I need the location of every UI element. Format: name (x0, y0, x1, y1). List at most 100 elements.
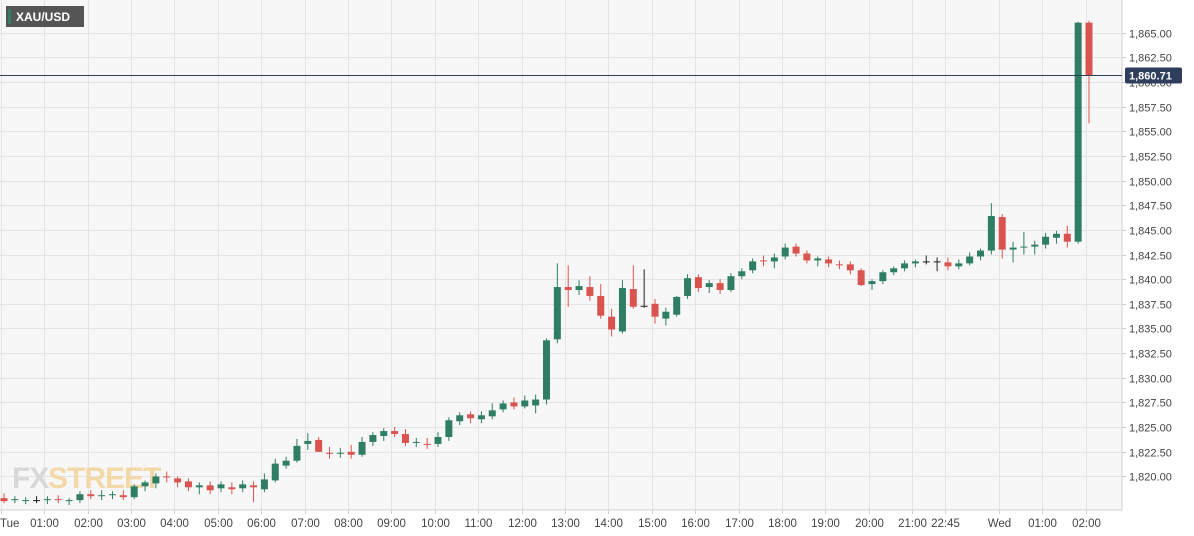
candle[interactable] (477, 411, 485, 424)
candle[interactable] (608, 308, 616, 337)
candle[interactable] (358, 437, 366, 457)
candle[interactable] (1085, 20, 1093, 124)
candle[interactable] (901, 260, 909, 272)
candle[interactable] (966, 252, 974, 266)
candle[interactable] (662, 307, 670, 326)
candle[interactable] (206, 481, 214, 495)
candle[interactable] (22, 497, 30, 505)
candle[interactable] (933, 257, 941, 272)
candle[interactable] (738, 268, 746, 280)
candle[interactable] (282, 456, 290, 469)
candle[interactable] (532, 394, 540, 414)
candle[interactable] (694, 274, 702, 292)
candle[interactable] (716, 279, 724, 294)
candle[interactable] (803, 250, 811, 264)
candle[interactable] (11, 496, 19, 504)
candle[interactable] (315, 437, 323, 452)
candle[interactable] (412, 437, 420, 447)
candle[interactable] (1074, 21, 1082, 244)
candle[interactable] (184, 478, 192, 492)
candle[interactable] (727, 273, 735, 292)
candle[interactable] (597, 284, 605, 319)
candle[interactable] (391, 427, 399, 438)
candle[interactable] (499, 400, 507, 413)
candle[interactable] (770, 253, 778, 269)
candle[interactable] (141, 480, 149, 492)
candle[interactable] (423, 437, 431, 449)
candle[interactable] (911, 259, 919, 268)
candle[interactable] (651, 298, 659, 324)
candle[interactable] (488, 403, 496, 420)
candle[interactable] (1031, 240, 1039, 255)
candle[interactable] (174, 476, 182, 488)
candle[interactable] (369, 432, 377, 446)
candle[interactable] (944, 257, 952, 271)
candle[interactable] (629, 265, 637, 309)
candle[interactable] (1063, 225, 1071, 248)
candle[interactable] (586, 276, 594, 301)
candle[interactable] (217, 481, 225, 493)
candle[interactable] (760, 255, 767, 267)
candle[interactable] (749, 258, 757, 274)
candle[interactable] (684, 274, 692, 299)
candle[interactable] (195, 482, 203, 495)
candle[interactable] (228, 482, 236, 495)
candle[interactable] (250, 481, 258, 503)
candle[interactable] (543, 338, 550, 405)
candle[interactable] (564, 265, 572, 307)
candle[interactable] (401, 429, 409, 446)
candle[interactable] (825, 256, 833, 268)
candle[interactable] (575, 280, 583, 295)
candle[interactable] (977, 248, 984, 261)
candle[interactable] (879, 270, 887, 285)
y-axis[interactable]: 1,820.00 1,822.50 1,825.00 1,827.50 1,830.00… (1122, 29, 1172, 484)
candle[interactable] (998, 214, 1006, 259)
candle[interactable] (130, 484, 138, 500)
candle[interactable] (705, 280, 713, 293)
candle[interactable] (304, 433, 312, 450)
candle[interactable] (781, 243, 789, 260)
candle[interactable] (119, 490, 127, 501)
candle[interactable] (380, 428, 388, 441)
candle[interactable] (792, 243, 800, 257)
candle[interactable] (814, 256, 822, 267)
candle[interactable] (510, 397, 518, 410)
candle[interactable] (857, 268, 865, 287)
candle[interactable] (293, 438, 301, 463)
candle[interactable] (87, 490, 95, 500)
candle[interactable] (260, 473, 268, 493)
candle[interactable] (163, 471, 171, 483)
candle[interactable] (1009, 241, 1017, 263)
candle[interactable] (54, 495, 62, 504)
candle[interactable] (955, 259, 963, 270)
candle[interactable] (1052, 230, 1060, 244)
candle[interactable] (987, 203, 995, 255)
candle[interactable] (109, 491, 116, 500)
candle[interactable] (152, 473, 160, 489)
candle[interactable] (890, 266, 898, 276)
candle[interactable] (835, 260, 843, 270)
candle[interactable] (239, 480, 247, 493)
candle[interactable] (445, 417, 453, 441)
candle[interactable] (33, 496, 41, 504)
candle[interactable] (467, 411, 475, 424)
x-axis[interactable]: Tue 01:00 02:00 03:00 04:00 05:00 06:00 07:00 08… (0, 510, 1101, 530)
candle[interactable] (271, 458, 279, 483)
candle[interactable] (618, 280, 626, 334)
candle[interactable] (1042, 232, 1050, 249)
symbol-tag[interactable]: XAU/USD (6, 6, 84, 27)
candle[interactable] (76, 491, 84, 504)
candle[interactable] (521, 395, 529, 409)
candle[interactable] (846, 261, 854, 275)
candle[interactable] (347, 444, 355, 459)
candle[interactable] (65, 498, 73, 506)
candle[interactable] (0, 493, 8, 504)
candle[interactable] (456, 412, 464, 426)
candle[interactable] (673, 295, 681, 317)
candle[interactable] (1020, 231, 1028, 255)
candle[interactable] (336, 447, 344, 458)
candle[interactable] (922, 255, 930, 265)
candle[interactable] (326, 446, 333, 459)
candle[interactable] (868, 279, 876, 291)
